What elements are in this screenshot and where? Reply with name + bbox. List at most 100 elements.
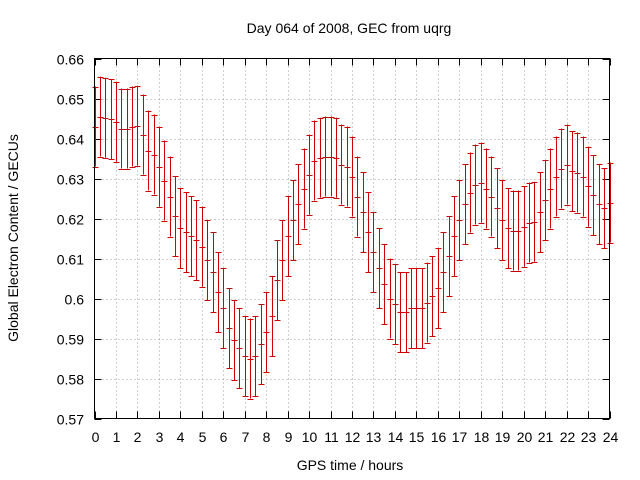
error-bar <box>370 212 377 293</box>
error-bar <box>376 228 383 309</box>
error-bar <box>354 156 361 238</box>
error-bar <box>333 117 340 199</box>
error-bar <box>102 77 109 159</box>
error-bar <box>295 164 302 245</box>
error-bar <box>446 216 453 297</box>
error-bar <box>456 180 463 261</box>
error-bar <box>472 144 479 226</box>
error-bar <box>242 316 249 397</box>
x-tick-label: 8 <box>263 429 271 445</box>
plot-frame <box>94 58 610 419</box>
error-bar <box>199 206 206 288</box>
x-tick-label: 1 <box>113 429 121 445</box>
error-bar <box>344 126 351 208</box>
y-tick-label: 0.57 <box>57 412 84 428</box>
grid-lines <box>94 58 610 419</box>
error-bar <box>290 180 297 261</box>
error-bar <box>537 172 544 253</box>
y-tick-label: 0.65 <box>57 92 84 108</box>
error-bar <box>521 186 528 268</box>
x-tick-label: 7 <box>242 429 250 445</box>
y-tick-label: 0.62 <box>57 212 84 228</box>
error-bar <box>553 136 560 218</box>
error-bar <box>590 155 597 236</box>
error-bar <box>585 146 592 228</box>
error-bar <box>381 244 388 325</box>
error-bar <box>494 168 501 249</box>
error-bar <box>499 180 506 261</box>
error-bar <box>118 88 125 170</box>
error-bar <box>145 110 152 192</box>
x-axis-label: GPS time / hours <box>297 457 404 473</box>
error-bar <box>542 160 549 241</box>
error-bar <box>274 240 281 321</box>
x-tick-label: 14 <box>388 429 404 445</box>
x-tick-label: 21 <box>538 429 554 445</box>
error-bar <box>129 86 136 168</box>
error-bar <box>607 162 614 244</box>
y-tick-label: 0.66 <box>57 52 84 68</box>
x-tick-labels: 0 1 2 3 4 5 6 7 8 9 10 11 12 13 14 15 16 17 18 19 20 21 22 23 24 <box>92 429 619 445</box>
error-bar <box>92 86 99 168</box>
error-bar <box>285 196 292 277</box>
error-bar <box>531 181 538 263</box>
x-tick-label: 4 <box>177 429 185 445</box>
error-bar <box>188 196 195 277</box>
y-tick-label: 0.64 <box>57 132 84 148</box>
error-bar <box>215 252 222 333</box>
x-tick-label: 3 <box>156 429 164 445</box>
x-tick-label: 2 <box>134 429 142 445</box>
error-bar <box>167 156 174 238</box>
x-tick-label: 22 <box>560 429 576 445</box>
error-bar <box>258 304 265 385</box>
x-tick-label: 12 <box>345 429 361 445</box>
error-bar <box>467 152 474 234</box>
y-axis-label: Global Electron Content / GECUs <box>5 134 21 342</box>
error-bar <box>574 132 581 214</box>
error-bar <box>526 182 533 264</box>
error-bar <box>269 276 276 357</box>
x-tick-label: 0 <box>92 429 100 445</box>
error-bar <box>596 164 603 245</box>
x-tick-label: 11 <box>324 429 339 445</box>
error-bar <box>338 124 345 206</box>
x-tick-label: 13 <box>366 429 382 445</box>
x-tick-label: 10 <box>302 429 318 445</box>
error-bar <box>193 200 200 281</box>
error-bar <box>204 220 211 301</box>
y-tick-label: 0.58 <box>57 372 84 388</box>
error-bar <box>392 264 399 345</box>
error-bar <box>403 272 410 353</box>
error-bar <box>365 192 372 273</box>
x-tick-label: 19 <box>495 429 511 445</box>
x-tick-label: 23 <box>581 429 597 445</box>
error-bar <box>429 256 436 337</box>
error-bar <box>488 156 495 238</box>
error-bar <box>505 188 512 269</box>
error-bar <box>177 188 184 269</box>
error-bar <box>279 220 286 301</box>
error-bar <box>172 176 179 257</box>
error-bar <box>515 190 522 272</box>
error-bar <box>424 262 431 344</box>
error-bar <box>247 318 254 400</box>
error-bar <box>124 88 131 170</box>
x-tick-label: 18 <box>474 429 490 445</box>
error-bar <box>210 232 217 313</box>
error-bars <box>92 76 614 400</box>
error-bar <box>226 288 233 369</box>
error-bar <box>236 308 243 389</box>
x-tick-label: 5 <box>199 429 207 445</box>
chart-title: Day 064 of 2008, GEC from uqrg <box>247 20 452 36</box>
x-tick-label: 6 <box>220 429 228 445</box>
error-bar <box>451 196 458 277</box>
error-bar <box>183 192 190 273</box>
error-bar <box>301 148 308 230</box>
x-tick-label: 15 <box>409 429 425 445</box>
error-bar <box>558 128 565 210</box>
error-bar <box>547 148 554 230</box>
error-bar <box>328 116 335 198</box>
y-tick-label: 0.61 <box>57 252 84 268</box>
error-bar <box>601 168 608 249</box>
